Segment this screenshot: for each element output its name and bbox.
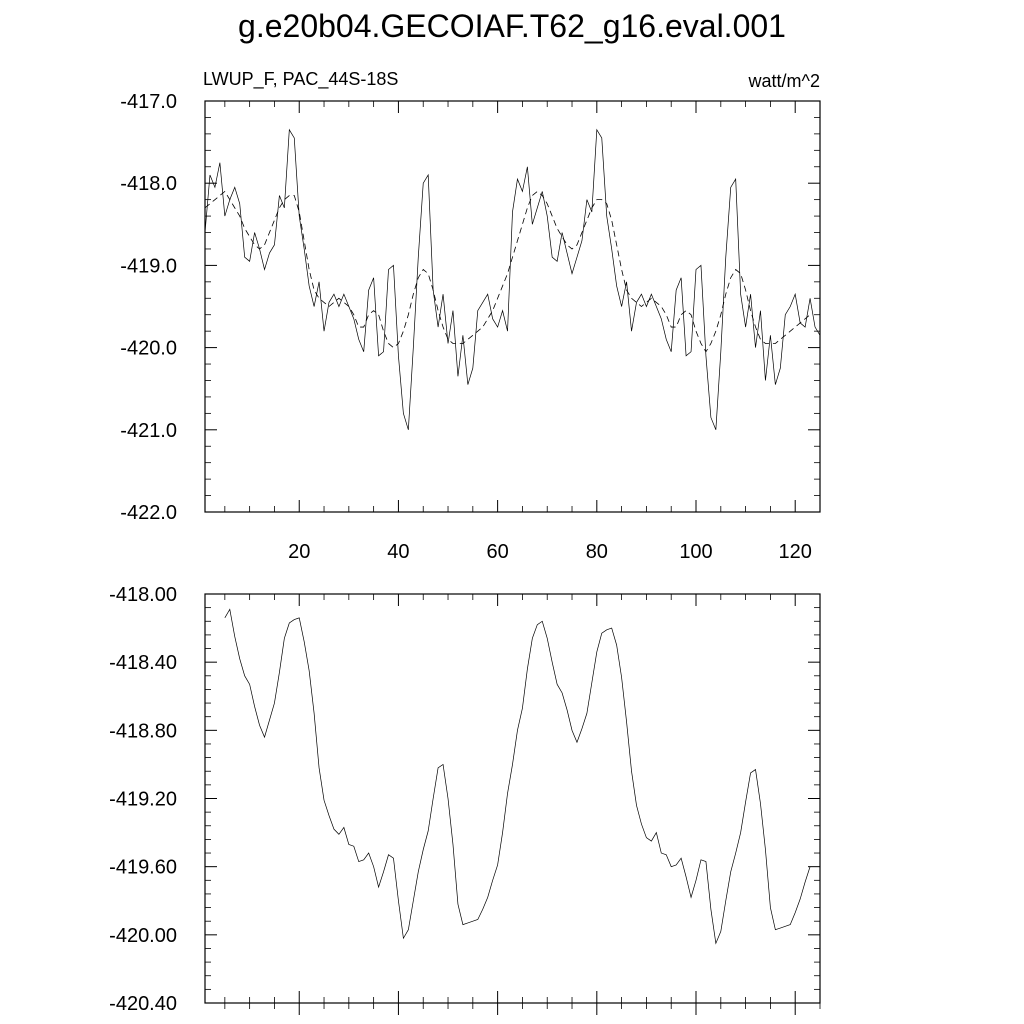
y-tick-label: -419.60 [109,857,177,879]
x-tick-label: 20 [288,541,310,563]
panel-units-label: watt/m^2 [748,71,820,91]
y-tick-label: -421.0 [120,420,177,442]
plot-panel-1: -422.0 -421.0 -420.0 -419.0 -418.0 -417.0 20 40… [120,69,821,563]
x-tick-label: 60 [486,541,508,563]
x-tick-label: 80 [586,541,608,563]
y-tick-label: -418.80 [109,720,177,742]
series-line-solid [204,128,821,430]
chart-title: g.e20b04.GECOIAF.T62_g16.eval.001 [238,8,786,44]
y-tick-label: -419.20 [109,789,177,811]
plot-frame [204,100,821,513]
x-tick-label: 100 [679,541,712,563]
plot-panel-2: -420.40 -420.00 -419.60 -419.20 -418.80 -418.… [109,584,821,1015]
y-tick-label: -420.00 [109,925,177,947]
y-tick-label: -420.0 [120,338,177,360]
x-tick-label: 40 [387,541,409,563]
y-tick-label: -422.0 [120,502,177,524]
panel-left-label: LWUP_F, PAC_44S-18S [203,69,398,90]
x-tick-label: 120 [779,541,812,563]
plot-frame [204,593,821,1004]
y-tick-label: -417.0 [120,91,177,113]
y-tick-label: -418.40 [109,652,177,674]
y-tick-label: -419.0 [120,255,177,277]
y-tick-label: -418.0 [120,173,177,195]
series-line-solid [224,608,811,945]
y-tick-label: -420.40 [109,993,177,1015]
y-tick-label: -418.00 [109,584,177,606]
